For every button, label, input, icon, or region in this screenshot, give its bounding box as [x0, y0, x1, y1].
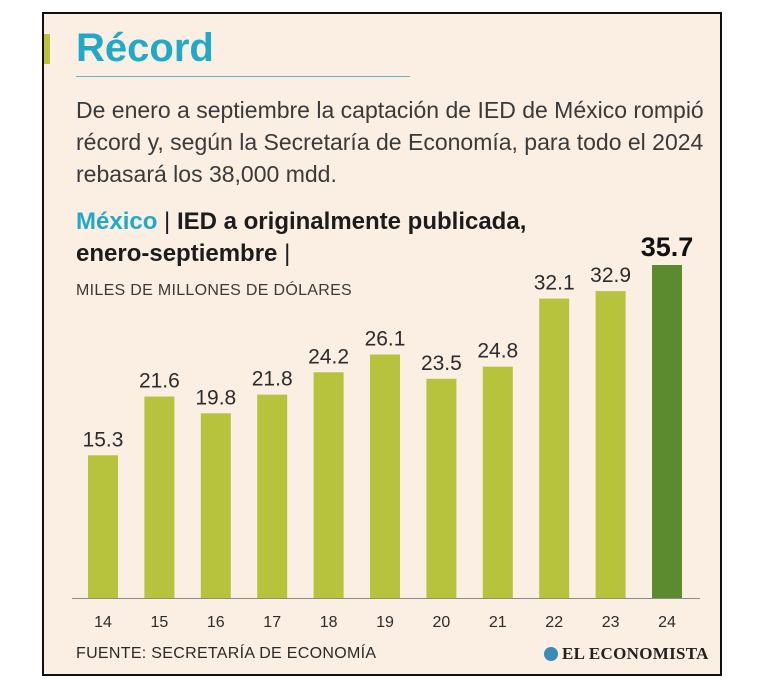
- value-label-23: 32.9: [590, 264, 631, 287]
- x-tick-21: 21: [489, 614, 507, 631]
- subtitle: De enero a septiembre la captación de IE…: [76, 97, 704, 187]
- chart-heading-topic: IED a originalmente publicada, enero-sep…: [76, 208, 527, 267]
- x-tick-16: 16: [207, 614, 225, 631]
- bar-23: [595, 291, 626, 598]
- value-label-22: 32.1: [534, 272, 575, 295]
- bar-21: [482, 366, 513, 598]
- value-label-14: 15.3: [83, 428, 124, 451]
- chart-heading-country: México: [76, 208, 158, 235]
- x-tick-20: 20: [433, 614, 451, 631]
- brand-name: EL ECONOMISTA: [562, 644, 709, 663]
- bar-22: [539, 298, 570, 598]
- x-tick-18: 18: [320, 614, 338, 631]
- bar-18: [313, 372, 344, 598]
- chart-heading-separator: |: [157, 208, 177, 235]
- units-label: MILES DE MILLONES DE DÓLARES: [76, 282, 353, 299]
- value-label-15: 21.6: [139, 370, 180, 393]
- chart-heading-separator-end: |: [277, 240, 291, 267]
- title-divider: [76, 76, 410, 77]
- x-tick-17: 17: [263, 614, 281, 631]
- x-tick-14: 14: [94, 614, 112, 631]
- bar-14: [88, 455, 118, 598]
- bar-20: [426, 378, 457, 598]
- bar-16: [200, 413, 231, 598]
- value-label-18: 24.2: [308, 345, 349, 368]
- chart-heading: México | IED a originalmente publicada, …: [76, 206, 536, 270]
- value-label-17: 21.8: [252, 368, 293, 391]
- page-title: Récord: [76, 26, 214, 70]
- bar-17: [257, 394, 288, 598]
- x-tick-19: 19: [376, 614, 394, 631]
- brand: EL ECONOMISTA: [544, 644, 709, 664]
- brand-logo-icon: [544, 647, 558, 661]
- x-tick-15: 15: [151, 614, 169, 631]
- bar-15: [144, 396, 175, 598]
- x-tick-24: 24: [658, 614, 676, 631]
- value-label-21: 24.8: [477, 340, 518, 363]
- title-accent-bar: [44, 34, 50, 64]
- value-label-19: 26.1: [365, 328, 406, 351]
- value-label-16: 19.8: [195, 386, 236, 409]
- x-tick-23: 23: [602, 614, 620, 631]
- value-label-24: 35.7: [641, 232, 694, 262]
- bar-19: [370, 354, 400, 598]
- x-tick-22: 22: [545, 614, 563, 631]
- bar-24: [652, 265, 682, 598]
- source-note: FUENTE: SECRETARÍA DE ECONOMÍA: [76, 645, 377, 662]
- value-label-20: 23.5: [421, 352, 462, 375]
